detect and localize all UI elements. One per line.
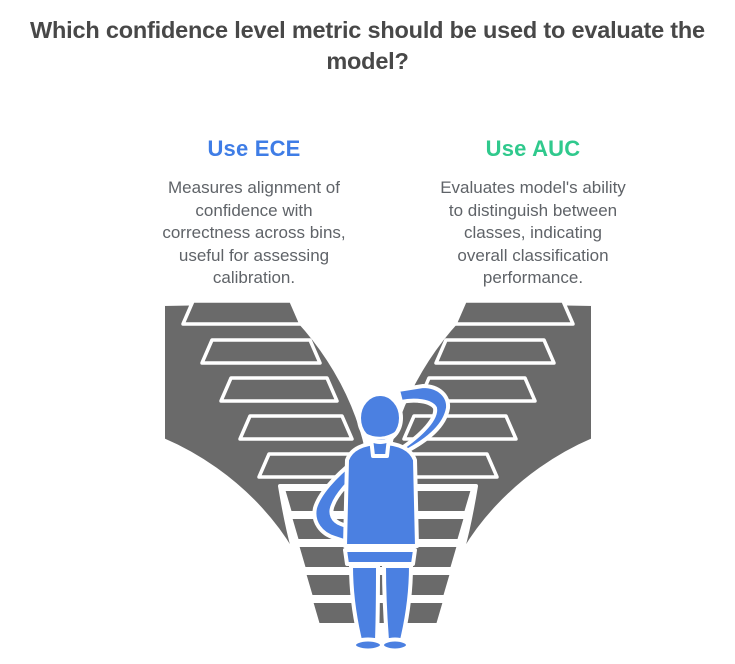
person-hips bbox=[343, 548, 417, 566]
person-raised-arm bbox=[396, 384, 451, 454]
option-auc: Use AUC Evaluates model's ability to dis… bbox=[407, 136, 659, 290]
left-staircase bbox=[161, 300, 374, 598]
option-auc-description: Evaluates model's ability to distinguish… bbox=[440, 178, 626, 287]
left-staircase-treads bbox=[181, 299, 366, 479]
person-left-foot bbox=[352, 637, 384, 653]
person-left-leg bbox=[349, 564, 380, 642]
option-ece: Use ECE Measures alignment of confidence… bbox=[128, 136, 380, 290]
person-head bbox=[357, 392, 403, 444]
person-right-leg bbox=[382, 564, 413, 642]
person-hairline bbox=[362, 431, 398, 440]
person-right-foot bbox=[380, 637, 410, 653]
right-staircase bbox=[382, 300, 595, 598]
option-ece-description: Measures alignment of confidence with co… bbox=[162, 178, 346, 287]
option-ece-label: Use ECE bbox=[207, 136, 301, 161]
option-auc-label: Use AUC bbox=[485, 136, 581, 161]
confused-person bbox=[312, 384, 451, 653]
staircase-illustration bbox=[161, 299, 595, 653]
page-title: Which confidence level metric should be … bbox=[30, 17, 705, 74]
person-torso bbox=[343, 441, 419, 548]
